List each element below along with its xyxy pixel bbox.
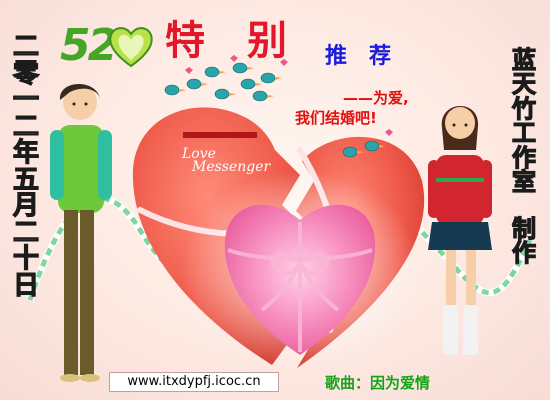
vertical-date-text: 二 零 一 二 年 五 月 二 十 日: [6, 32, 46, 301]
date-char: 二: [12, 111, 39, 142]
song-title: 歌曲：因为爱情: [325, 374, 431, 392]
studio-char: 工: [511, 119, 536, 148]
girl-figure: [428, 105, 492, 355]
heart-label-line-2: Messenger: [192, 159, 271, 175]
message-line-1: ——为爱,: [343, 89, 409, 107]
love-messenger-label: Love Messenger: [182, 146, 271, 175]
title-recommend: 推荐: [325, 44, 414, 69]
leaf-heart-icon: [109, 27, 153, 68]
date-char: 零: [12, 58, 39, 89]
heart-slot: [183, 132, 257, 138]
logo-number: 52: [60, 20, 118, 71]
title-special: 特别: [165, 18, 329, 64]
website-link[interactable]: www.itxdypfj.icoc.cn: [109, 372, 279, 392]
pink-heart: [224, 204, 376, 355]
date-char: 年: [12, 138, 39, 169]
date-char: 月: [12, 191, 39, 222]
studio-char: 蓝: [511, 46, 536, 74]
boy-figure: [50, 83, 112, 382]
studio-char: 室: [511, 168, 536, 197]
date-char: 二: [12, 217, 39, 248]
heart-label-line-1: Love: [182, 146, 216, 162]
bird-flock: [164, 55, 393, 158]
message-line-2: 我们结婚吧!: [295, 109, 377, 127]
date-char: 二: [12, 32, 39, 62]
studio-char: 作: [511, 239, 536, 268]
studio-char: 天: [511, 70, 536, 99]
date-char: 十: [12, 244, 39, 275]
studio-char: 竹: [511, 94, 536, 123]
studio-char: 制: [511, 214, 536, 243]
vertical-studio-text: 蓝 天 竹 工 作 室 制 作: [504, 46, 544, 268]
date-char: 一: [12, 85, 39, 116]
logo-520: 52: [60, 18, 160, 78]
studio-char: 作: [511, 143, 536, 172]
date-char: 日: [12, 270, 39, 301]
love-message: ——为爱, 我们结婚吧!: [295, 88, 409, 128]
date-char: 五: [12, 164, 39, 195]
